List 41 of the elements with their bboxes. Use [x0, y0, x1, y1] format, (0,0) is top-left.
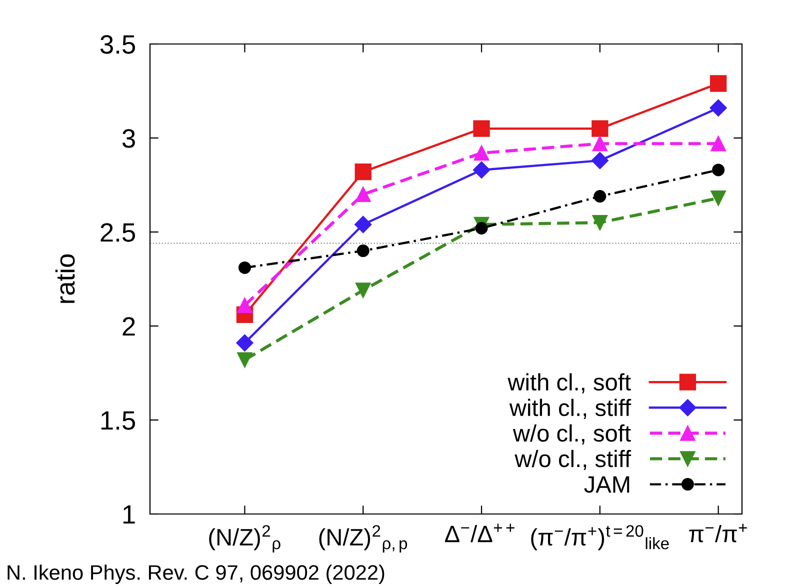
- point: [238, 261, 251, 274]
- point: [473, 120, 490, 137]
- point: [710, 136, 726, 152]
- legend-label: w/o cl., soft: [512, 424, 631, 444]
- point: [237, 298, 252, 313]
- legend-label: JAM: [584, 476, 630, 493]
- point: [354, 164, 372, 180]
- legend-label: with cl., stiff: [509, 398, 632, 419]
- point: [355, 186, 371, 202]
- y-tick-label: 2.5: [100, 223, 136, 242]
- text: N. Ikeno Phys. Rev. C 97, 069902 (2022): [8, 564, 384, 584]
- point: [592, 120, 608, 137]
- point: [592, 136, 608, 152]
- point: [237, 352, 252, 368]
- point: [594, 190, 606, 203]
- x-tick-label: π$^{−}$/π$^{+}$: [689, 524, 747, 542]
- x-tick-label: Δ$^{−}$/Δ$^{++}$: [445, 524, 514, 542]
- point: [474, 145, 490, 161]
- y-tick-label: 1.5: [101, 411, 136, 430]
- y-tick-label: 3: [122, 129, 135, 148]
- point: [472, 161, 490, 179]
- x-tick-label: (π$^{−}$/π$^{+}$)$^{t=20}$$_{like}$: [531, 525, 669, 550]
- point: [355, 282, 371, 298]
- legend-label: with cl., soft: [508, 373, 631, 394]
- x-tick-label: (N/Z)$^{2}$$_{ρ}$: [209, 525, 280, 553]
- point: [710, 190, 726, 206]
- point: [475, 222, 488, 234]
- point: [710, 99, 727, 116]
- point: [712, 164, 725, 176]
- y-tick-label: 1: [123, 505, 135, 524]
- point: [591, 152, 608, 170]
- legend-label: w/o cl., stiff: [514, 450, 632, 470]
- point: [710, 75, 727, 92]
- point: [354, 216, 372, 234]
- y-tick-label: 2: [122, 317, 135, 336]
- y-axis-title: ratio: [55, 254, 75, 303]
- point: [356, 244, 370, 258]
- point: [236, 334, 254, 352]
- x-tick-label: (N/Z)$^{2}$$_{ρ,p}$: [319, 525, 408, 553]
- point: [592, 214, 608, 230]
- y-tick-label: 3.5: [100, 35, 136, 54]
